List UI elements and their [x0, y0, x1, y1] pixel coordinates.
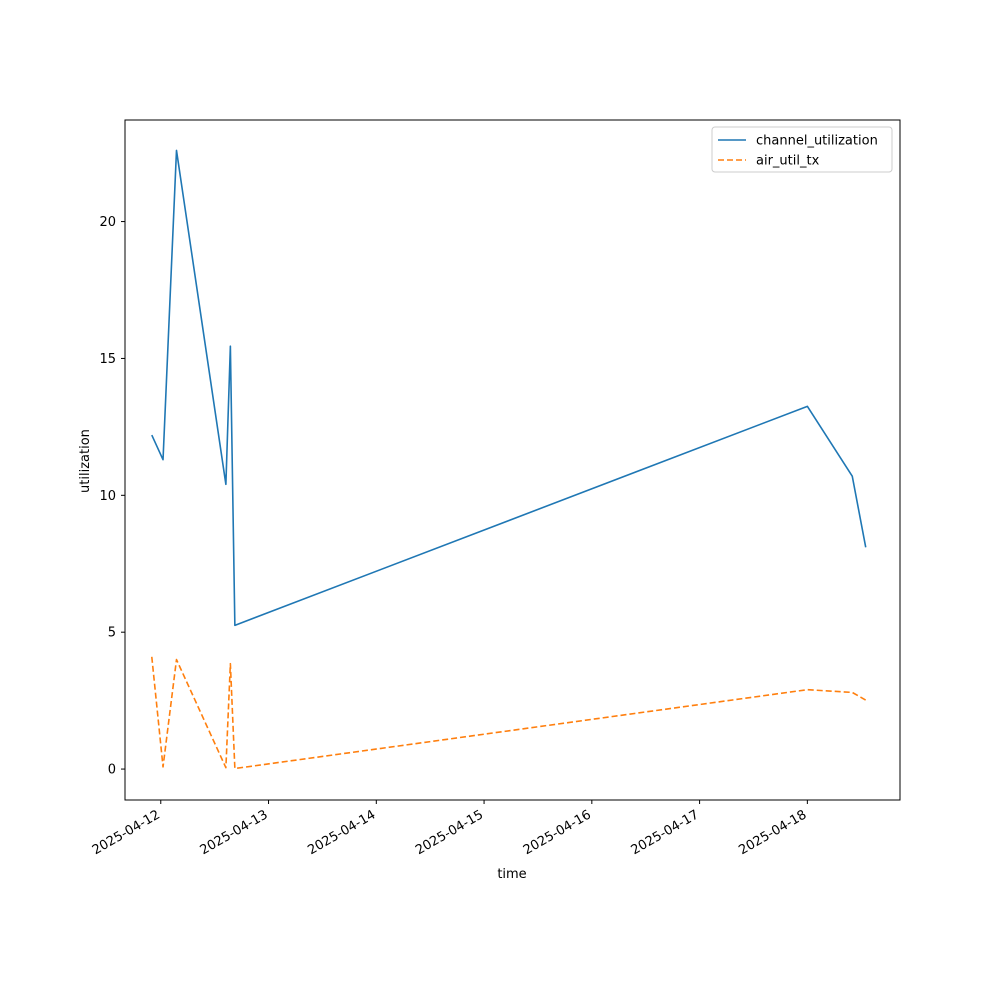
- y-axis-label: utilization: [78, 429, 93, 493]
- y-axis: 0 5 10 15 20: [99, 215, 125, 778]
- series-line-channel-utilization: [151, 149, 867, 627]
- legend-label: air_util_tx: [756, 154, 820, 169]
- series-layer: [150, 149, 867, 770]
- legend-label: channel_utilization: [756, 134, 878, 149]
- y-tick-label: 10: [99, 489, 116, 504]
- plot-frame: [124, 119, 901, 801]
- legend: channel_utilization air_util_tx: [711, 126, 893, 173]
- y-tick-label: 20: [99, 215, 116, 230]
- legend-box: [711, 126, 893, 173]
- x-axis-label: time: [497, 867, 526, 882]
- y-tick-label: 15: [99, 352, 116, 367]
- series-line-air-util-tx: [150, 656, 867, 770]
- y-tick-label: 5: [108, 626, 116, 641]
- y-tick-label: 0: [108, 763, 116, 778]
